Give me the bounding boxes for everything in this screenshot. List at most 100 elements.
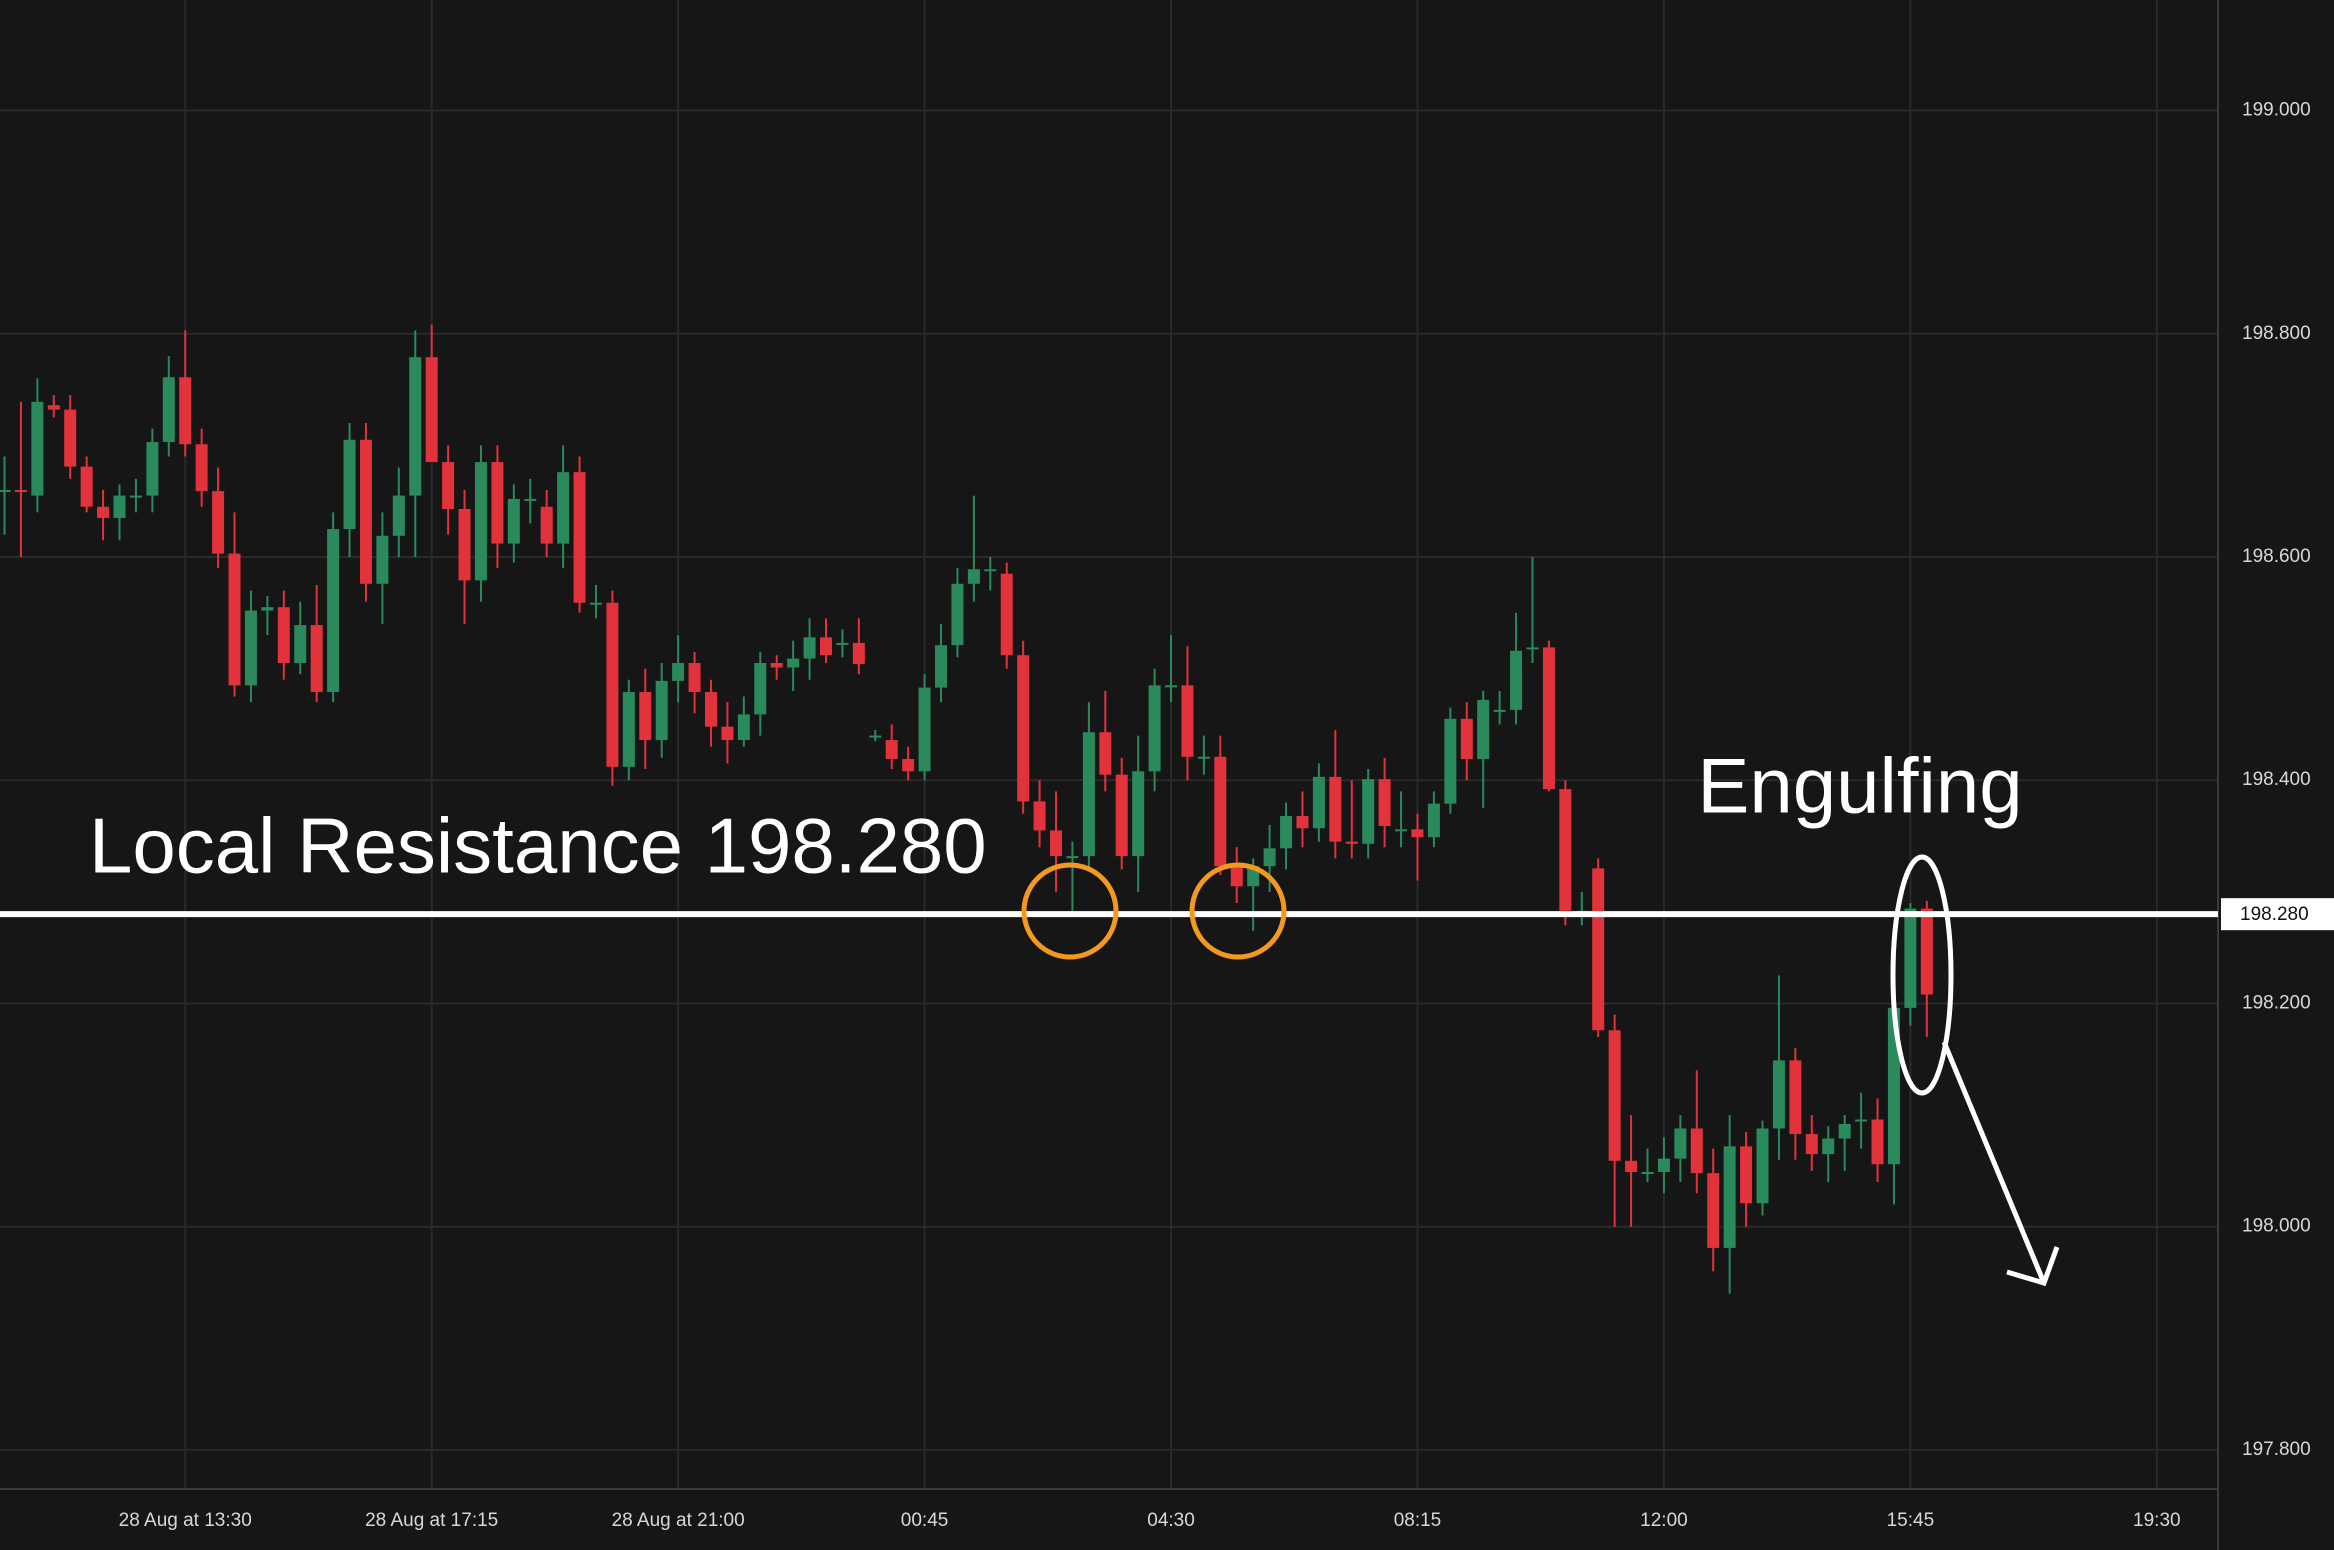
- candle-body: [1165, 685, 1178, 688]
- touch-circle: [1189, 862, 1287, 960]
- price-tag: [2221, 898, 2334, 931]
- candle-body: [343, 439, 356, 530]
- candle-body: [1017, 655, 1030, 802]
- candle-body: [1510, 650, 1523, 710]
- candles: [0, 324, 1933, 1294]
- y-tick-label: 198.000: [2242, 1216, 2311, 1237]
- candle-body: [442, 462, 455, 509]
- candle-body: [1657, 1158, 1670, 1173]
- y-tick-label: 198.800: [2242, 323, 2311, 344]
- candle-body: [359, 439, 372, 584]
- candle-body: [1000, 573, 1013, 656]
- candle-body: [31, 401, 44, 496]
- candle-body: [1822, 1138, 1835, 1155]
- candle-body: [606, 602, 619, 767]
- x-tick-label: 04:30: [1147, 1510, 1195, 1531]
- candle-body: [1542, 647, 1555, 790]
- candle-body: [1181, 685, 1194, 757]
- candle-body: [951, 583, 964, 646]
- y-tick-label: 199.000: [2242, 100, 2311, 121]
- candle-body: [655, 680, 668, 741]
- candle-body: [524, 498, 537, 501]
- candle-body: [1082, 732, 1095, 857]
- candle-body: [967, 569, 980, 584]
- candle-body: [1674, 1128, 1687, 1159]
- candle-body: [1033, 801, 1046, 831]
- candle-body: [1608, 1030, 1621, 1161]
- touch-circle: [1021, 862, 1119, 960]
- candle-body: [622, 692, 635, 767]
- arrow: [1941, 1041, 2060, 1287]
- candle-body: [918, 687, 931, 772]
- candle-body: [1280, 815, 1293, 849]
- candle-body: [704, 692, 717, 727]
- x-tick-label: 28 Aug at 17:15: [365, 1510, 498, 1531]
- candle-body: [589, 602, 602, 605]
- candle-body: [294, 625, 307, 664]
- candle-body: [1395, 829, 1408, 832]
- candle-body: [1871, 1119, 1884, 1165]
- candle-body: [820, 637, 832, 656]
- candle-body: [1592, 868, 1605, 1031]
- candle-body: [64, 409, 77, 467]
- candle-body: [1805, 1134, 1818, 1155]
- candle-body: [836, 642, 849, 645]
- candle-body: [1230, 866, 1243, 887]
- candle-body: [425, 357, 438, 463]
- candle-body: [80, 466, 93, 507]
- candle-body: [1756, 1128, 1769, 1204]
- candle-body: [1411, 829, 1424, 838]
- candle-body: [1526, 647, 1539, 650]
- candle-body: [1772, 1060, 1785, 1129]
- candle-body: [277, 607, 290, 664]
- candle-body: [1838, 1124, 1851, 1139]
- candle-body: [1066, 856, 1079, 859]
- x-tick-label: 28 Aug at 21:00: [612, 1510, 745, 1531]
- candle-body: [1740, 1146, 1753, 1204]
- candle-body: [902, 759, 915, 772]
- y-tick-label: 198.200: [2242, 992, 2311, 1013]
- candle-body: [1493, 709, 1506, 712]
- candle-body: [1115, 774, 1128, 857]
- candle-body: [1345, 841, 1358, 844]
- engulfing-ellipse: [1890, 854, 1954, 1096]
- candle-body: [1904, 908, 1917, 1008]
- candle-body: [721, 726, 734, 741]
- candle-body: [228, 553, 241, 686]
- candle-body: [1477, 699, 1490, 760]
- candle-body: [97, 506, 110, 518]
- x-tick-label: 19:30: [2133, 1510, 2181, 1531]
- candle-body: [1263, 848, 1276, 867]
- candle-body: [1789, 1060, 1802, 1135]
- candle-body: [146, 442, 159, 496]
- candle-body: [1625, 1160, 1638, 1173]
- candle-body: [984, 569, 997, 572]
- candle-body: [1690, 1128, 1703, 1174]
- candle-body: [1559, 789, 1572, 911]
- candle-body: [261, 607, 274, 611]
- candle-body: [310, 625, 323, 693]
- candle-body: [491, 462, 504, 544]
- candle-body: [1427, 803, 1440, 838]
- x-tick-label: 28 Aug at 13:30: [119, 1510, 252, 1531]
- engulfing-annotation: Engulfing: [1697, 742, 2022, 830]
- candle-body: [737, 714, 750, 741]
- y-tick-label: 198.400: [2242, 769, 2311, 790]
- candle-body: [573, 472, 586, 603]
- candle-body: [327, 529, 340, 693]
- candle-body: [1723, 1146, 1736, 1248]
- candle-body: [113, 495, 126, 518]
- candle-body: [770, 663, 783, 668]
- y-tick-label: 197.800: [2242, 1439, 2311, 1460]
- candle-body: [672, 663, 685, 681]
- candle-body: [885, 740, 898, 760]
- candle-body: [1296, 815, 1309, 829]
- x-tick-label: 08:15: [1394, 1510, 1442, 1531]
- candle-body: [1312, 776, 1325, 829]
- candle-body: [458, 508, 471, 581]
- candle-body: [639, 692, 652, 741]
- candle-body: [754, 663, 767, 715]
- candle-body: [787, 658, 800, 668]
- y-tick-label: 198.600: [2242, 546, 2311, 567]
